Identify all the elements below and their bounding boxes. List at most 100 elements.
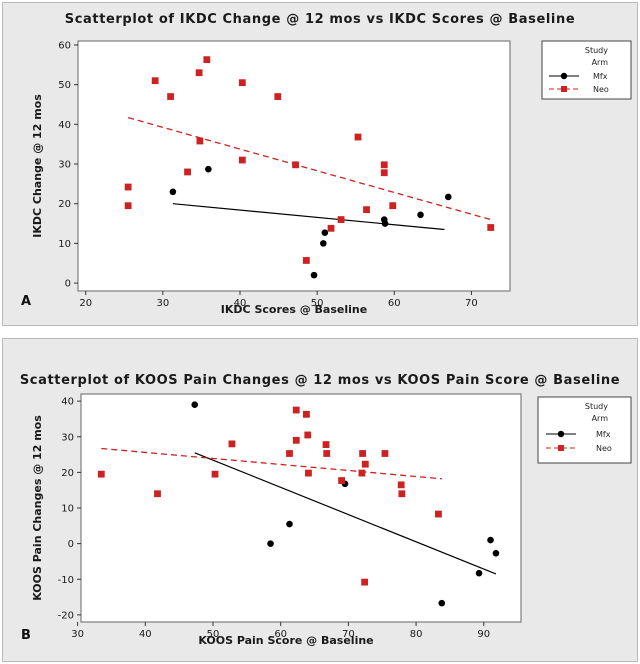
- x-tick-label: 60: [388, 298, 401, 309]
- legend-title-arm: Arm: [592, 414, 609, 423]
- y-tick-label: 30: [58, 160, 71, 171]
- legend-box: [537, 396, 632, 464]
- legend: Study Arm Mfx Neo: [537, 396, 632, 464]
- point-mfx: [492, 549, 500, 557]
- point-neo: [228, 440, 236, 448]
- point-neo: [167, 93, 174, 100]
- x-tick-label: 50: [311, 298, 324, 309]
- y-tick-label: 20: [58, 199, 71, 210]
- point-neo: [184, 168, 191, 176]
- legend-marker-neo: [561, 86, 567, 92]
- data-points: [97, 401, 500, 607]
- y-tick-label: 10: [58, 239, 71, 250]
- point-mfx: [169, 188, 177, 196]
- point-neo: [302, 257, 310, 264]
- y-tick-label: 40: [58, 120, 71, 131]
- point-neo: [238, 156, 246, 164]
- x-ticks: 30 40 50 60 70 80 90: [71, 622, 490, 640]
- legend-marker-neo: [558, 445, 564, 451]
- point-neo: [304, 431, 312, 439]
- chart-panel-a: Scatterplot of IKDC Change @ 12 mos vs I…: [2, 2, 638, 326]
- point-neo: [286, 450, 293, 457]
- x-tick-label: 70: [465, 298, 478, 309]
- y-axis-label: IKDC Change @ 12 mos: [31, 94, 44, 238]
- x-tick-label: 40: [139, 629, 152, 640]
- legend-label-mfx: Mfx: [596, 430, 611, 439]
- point-mfx: [381, 220, 389, 227]
- fit-line-neo: [101, 447, 442, 480]
- point-neo: [323, 450, 331, 457]
- point-neo: [154, 490, 161, 498]
- x-axis-label: KOOS Pain Score @ Baseline: [198, 634, 373, 647]
- x-tick-label: 50: [207, 629, 220, 640]
- point-neo: [292, 161, 299, 169]
- point-neo: [361, 578, 369, 586]
- scatterplot-a: Scatterplot of IKDC Change @ 12 mos vs I…: [21, 12, 632, 316]
- point-neo: [327, 224, 335, 232]
- chart-panel-b: Scatterplot of KOOS Pain Changes @ 12 mo…: [2, 338, 638, 662]
- legend-marker-mfx: [557, 430, 565, 438]
- y-tick-label: 0: [65, 279, 71, 290]
- point-neo: [398, 490, 406, 498]
- point-mfx: [286, 520, 293, 528]
- point-mfx: [438, 599, 446, 607]
- x-axis-label: IKDC Scores @ Baseline: [221, 303, 367, 316]
- fit-line-mfx: [172, 203, 445, 231]
- point-neo: [363, 206, 370, 214]
- point-neo: [292, 406, 300, 414]
- point-mfx: [320, 240, 327, 247]
- legend-label-neo: Neo: [596, 444, 612, 453]
- point-neo: [359, 450, 366, 457]
- x-tick-label: 30: [71, 629, 84, 640]
- point-neo: [381, 450, 389, 457]
- point-mfx: [475, 569, 483, 577]
- point-neo: [238, 79, 246, 87]
- point-neo: [195, 69, 203, 77]
- fit-lines: [101, 447, 497, 575]
- x-tick-label: 40: [234, 298, 247, 309]
- point-neo: [305, 469, 312, 477]
- point-mfx: [321, 229, 329, 236]
- point-neo: [380, 161, 388, 169]
- plot-area: [80, 393, 522, 623]
- x-tick-label: 20: [79, 298, 92, 309]
- data-points: [124, 56, 495, 279]
- legend-box: [541, 40, 632, 100]
- legend-marker-mfx: [560, 72, 568, 80]
- y-tick-label: 20: [61, 468, 74, 479]
- x-tick-label: 90: [477, 629, 490, 640]
- fit-line-neo: [127, 116, 491, 221]
- legend-title-study: Study: [585, 402, 608, 411]
- point-neo: [380, 169, 388, 177]
- point-neo: [397, 481, 405, 489]
- point-neo: [97, 470, 105, 478]
- point-neo: [151, 77, 159, 85]
- point-neo: [303, 410, 310, 418]
- y-tick-label: 0: [68, 539, 74, 550]
- point-neo: [274, 93, 282, 100]
- point-mfx: [487, 536, 494, 544]
- y-tick-label: 30: [61, 432, 74, 443]
- y-tick-label: 40: [61, 397, 74, 408]
- point-neo: [338, 477, 346, 484]
- point-mfx: [417, 211, 424, 219]
- legend-label-neo: Neo: [593, 85, 609, 94]
- y-axis-label: KOOS Pain Changes @ 12 mos: [31, 415, 44, 601]
- point-neo: [211, 470, 219, 478]
- x-tick-label: 60: [274, 629, 287, 640]
- panel-letter: B: [21, 628, 31, 643]
- x-tick-label: 80: [410, 629, 423, 640]
- y-tick-label: 10: [61, 504, 74, 515]
- point-mfx: [205, 165, 212, 173]
- point-neo: [196, 137, 204, 145]
- x-tick-label: 30: [156, 298, 169, 309]
- scatterplot-b: Scatterplot of KOOS Pain Changes @ 12 mo…: [20, 373, 632, 647]
- point-neo: [337, 216, 345, 223]
- x-tick-label: 70: [342, 629, 355, 640]
- point-mfx: [310, 271, 318, 279]
- point-neo: [124, 202, 132, 210]
- legend-label-mfx: Mfx: [593, 72, 608, 81]
- point-mfx: [191, 401, 199, 408]
- point-neo: [487, 224, 495, 231]
- legend-title-study: Study: [585, 46, 608, 55]
